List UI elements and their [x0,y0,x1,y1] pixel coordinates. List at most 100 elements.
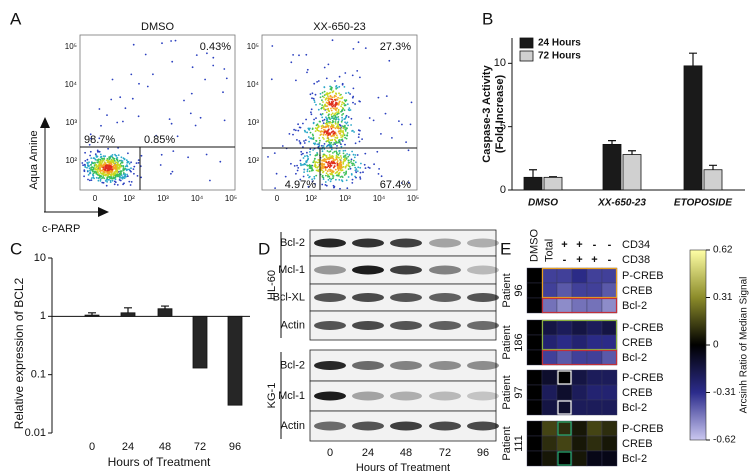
event-dot [86,169,89,172]
event-dot [310,113,313,116]
event-dot [133,165,136,168]
event-dot [356,154,359,156]
event-dot [110,98,113,101]
event-dot [108,167,110,170]
event-dot [357,166,360,169]
heat-cell [601,334,618,351]
event-dot [122,172,125,174]
event-dot [212,64,215,67]
event-dot [323,108,326,111]
event-dot [338,92,340,95]
event-dot [324,169,327,172]
event-dot [303,140,305,142]
event-dot [331,134,334,137]
y-axis-label: Relative expression of BCL2 [12,277,26,429]
event-dot [346,153,348,155]
heat-cell [571,319,588,336]
protein-label: Bcl-2 [280,359,305,371]
heat-cell [541,435,558,452]
event-dot [350,117,353,120]
event-dot [115,161,117,164]
event-dot [274,187,276,190]
heat-cell [601,420,618,437]
event-dot [344,136,346,139]
event-dot [311,178,313,181]
event-dot [107,165,110,168]
event-dot [325,156,328,159]
event-dot [340,136,343,139]
event-dot [354,169,357,172]
y-tick-label: 0.01 [25,427,46,439]
event-dot [328,141,330,143]
column-label: Total [543,239,555,262]
event-dot [354,161,357,164]
event-dot [219,160,222,163]
highlight [557,370,572,385]
event-dot [130,161,133,164]
marker-sign: - [593,239,597,251]
event-dot [114,178,117,180]
event-dot [101,161,104,163]
event-dot [342,132,345,135]
event-dot [352,101,354,104]
event-dot [331,126,334,129]
event-dot [89,150,92,153]
event-dot [330,89,333,91]
event-dot [317,80,320,82]
event-dot [311,137,313,140]
x-tick-label: 24 [122,441,134,453]
heat-cell [556,420,573,437]
heat-cell [571,420,588,437]
x-tick-label: 72 [194,441,206,453]
protein-label: Bcl-2 [280,237,305,249]
event-dot [347,116,350,118]
event-dot [284,175,287,178]
event-dot [336,113,339,115]
event-dot [354,103,356,105]
event-dot [407,149,410,152]
band [314,265,346,275]
event-dot [96,156,98,158]
event-dot [360,162,362,165]
event-dot [87,178,89,181]
event-dot [326,150,329,152]
event-dot [335,156,338,159]
event-dot [306,170,309,173]
event-dot [346,121,349,124]
blot-strip [309,380,497,412]
event-dot [358,140,361,143]
event-dot [321,174,324,177]
event-dot [338,179,341,181]
band [467,238,499,248]
band [429,265,461,275]
bar [622,154,642,191]
row-label: P-CREB [622,270,664,282]
event-dot [349,93,351,95]
band [390,361,422,370]
event-dot [372,119,375,122]
event-dot [120,172,122,175]
event-dot [336,160,339,162]
event-dot [311,128,314,131]
event-dot [112,167,115,170]
event-dot [331,138,334,141]
event-dot [109,181,112,184]
event-dot [331,173,334,176]
patient-label: Patient [501,426,513,460]
event-dot [358,133,360,136]
event-dot [347,168,350,171]
event-dot [335,134,338,137]
event-dot [306,164,309,167]
event-dot [102,166,105,169]
event-dot [305,118,307,121]
x-tick-label: 10³ [157,194,169,203]
bar [157,308,173,317]
event-dot [281,145,284,147]
event-dot [316,143,319,146]
row-label: CREB [622,337,653,349]
event-dot [342,112,345,115]
x-tick-label: 0 [89,441,95,453]
event-dot [323,160,326,163]
event-dot [359,76,361,79]
event-dot [359,176,361,179]
